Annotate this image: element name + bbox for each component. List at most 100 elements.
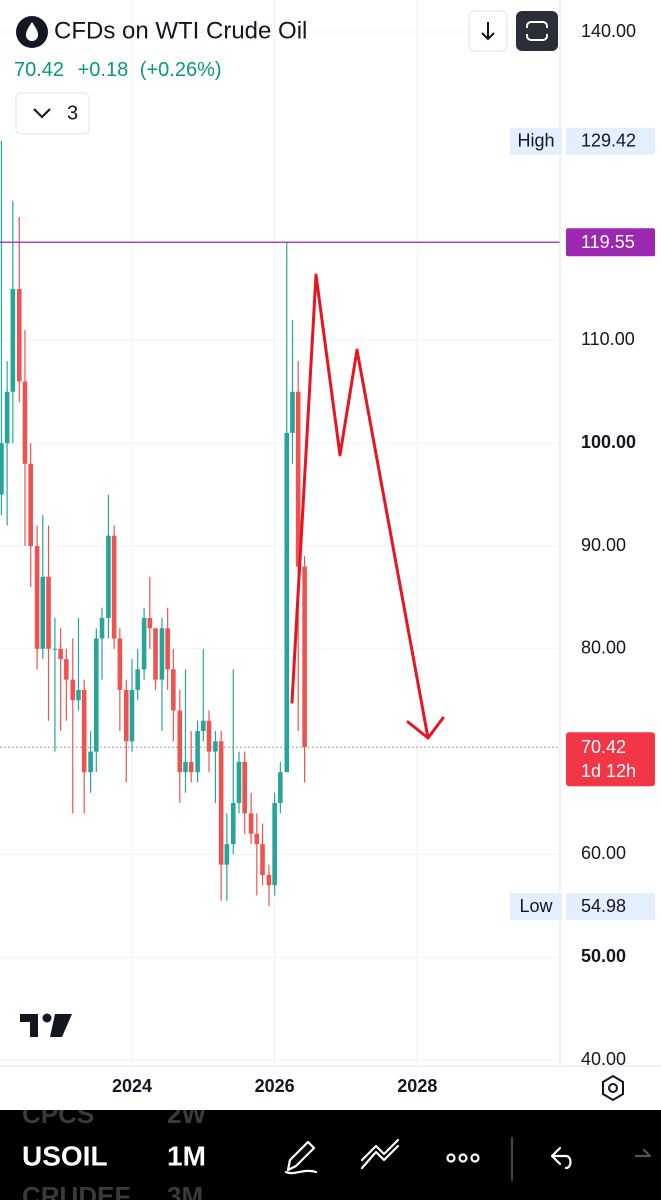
candle-body — [236, 761, 242, 803]
candle-body — [88, 751, 93, 773]
symbol-logo-drop — [26, 22, 38, 41]
download-button[interactable] — [468, 10, 508, 52]
candle-body — [16, 289, 22, 382]
candle-body — [254, 833, 260, 845]
countdown-label: 1d 12h — [581, 761, 636, 781]
indicator-toggle-box[interactable] — [15, 92, 90, 135]
candle-body — [123, 689, 129, 742]
y-tick-label: 110.00 — [581, 329, 635, 349]
candle-body — [218, 741, 224, 865]
candle-body — [183, 761, 188, 773]
candle-body — [159, 628, 165, 680]
x-tick-label: 2026 — [255, 1076, 295, 1096]
candle-body — [260, 844, 265, 875]
y-tick-label: 90.00 — [581, 535, 626, 555]
more-button[interactable] — [446, 1153, 456, 1163]
candle-body — [4, 391, 10, 444]
candle-body — [0, 443, 4, 495]
candle-body — [266, 874, 272, 886]
high-value-box — [566, 127, 655, 155]
low-value: 54.98 — [581, 896, 626, 916]
candle-body — [302, 566, 307, 748]
indicator-count: 3 — [67, 102, 78, 124]
y-tick-label: 80.00 — [581, 638, 626, 658]
undo-button[interactable] — [550, 1146, 572, 1170]
candle-body — [76, 689, 81, 701]
settings-button[interactable] — [602, 1074, 624, 1102]
trend-tool-button[interactable] — [360, 1138, 400, 1170]
candle-body — [206, 720, 212, 752]
candle-body — [242, 761, 247, 814]
more-button-dot — [470, 1153, 480, 1163]
change-percent: (+0.26%) — [140, 59, 222, 81]
symbol-title: CFDs on WTI Crude Oil — [54, 17, 307, 44]
y-tick-label: 40.00 — [581, 1049, 626, 1069]
candle-body — [272, 803, 277, 886]
prev-symbol: CPCS — [22, 1099, 94, 1129]
indicator-toggle[interactable]: 3 — [15, 92, 90, 135]
candle-body — [58, 648, 63, 660]
x-tick-label: 2028 — [397, 1076, 437, 1096]
redo-button[interactable] — [634, 1148, 652, 1158]
y-tick-label: 50.00 — [581, 946, 626, 966]
high-name-box — [510, 127, 562, 155]
candle-body — [135, 669, 140, 690]
candle-body — [248, 813, 254, 834]
toolbar-background — [0, 1110, 661, 1200]
interval[interactable]: 1M — [167, 1140, 206, 1171]
last-price-label: 70.42 — [581, 737, 626, 757]
y-tick-label: 140.00 — [581, 21, 636, 41]
candle-body — [224, 844, 230, 865]
candle-body — [230, 803, 236, 845]
y-tick-label: 100.00 — [581, 432, 636, 452]
price-axis: 140.00 110.00 100.00 90.00 80.00 60.00 50.00 40… — [510, 21, 655, 1069]
candle-body — [106, 535, 111, 618]
settings-icon[interactable] — [602, 1074, 624, 1102]
prev-interval: 2W — [167, 1099, 206, 1129]
candle-body — [40, 576, 46, 649]
candle-body — [99, 617, 105, 639]
more-button-dot — [458, 1153, 468, 1163]
low-name: Low — [519, 896, 553, 916]
candle-body — [64, 659, 69, 680]
low-value-box — [566, 893, 655, 921]
drawing-annotation — [290, 273, 445, 740]
candle-body — [70, 679, 76, 701]
low-name-box — [510, 893, 562, 921]
symbol[interactable]: USOIL — [22, 1140, 108, 1171]
change: +0.18 — [78, 59, 129, 81]
last-price-tag — [566, 732, 655, 787]
download-icon — [481, 22, 495, 41]
fullscreen-icon-gap — [523, 28, 551, 34]
high-name: High — [517, 131, 554, 151]
candle-body — [52, 648, 58, 650]
symbol-picker[interactable]: CPCS 2W USOIL 1M CRUDEF 3M — [22, 1099, 206, 1200]
price: 70.42 — [14, 59, 64, 81]
candle-body — [171, 669, 176, 711]
candle-body — [201, 720, 206, 732]
candle-body — [94, 638, 99, 752]
candle-body — [188, 761, 194, 773]
high-value: 129.42 — [581, 131, 636, 151]
candle-body — [111, 535, 117, 639]
candle-body — [28, 463, 33, 546]
bottom-toolbar: CPCS 2W USOIL 1M CRUDEF 3M — [0, 1099, 661, 1200]
fullscreen-button[interactable] — [516, 11, 558, 51]
candle-body — [129, 689, 135, 742]
settings-icon-center — [608, 1083, 618, 1093]
candle-body — [278, 772, 283, 803]
tradingview-logo — [20, 1013, 72, 1037]
price-line: 70.42 +0.18 (+0.26%) — [14, 59, 222, 81]
candle-body — [34, 546, 40, 649]
candle-body — [153, 628, 158, 680]
x-tick-label: 2024 — [112, 1076, 152, 1096]
candle-body — [195, 731, 200, 773]
plot-area — [0, 0, 560, 1066]
candle-body — [284, 432, 290, 773]
hline-tag-label: 119.55 — [581, 232, 635, 252]
draw-tool-button[interactable] — [284, 1140, 318, 1175]
next-symbol: CRUDEF — [22, 1181, 130, 1200]
hline-tag — [566, 228, 655, 257]
